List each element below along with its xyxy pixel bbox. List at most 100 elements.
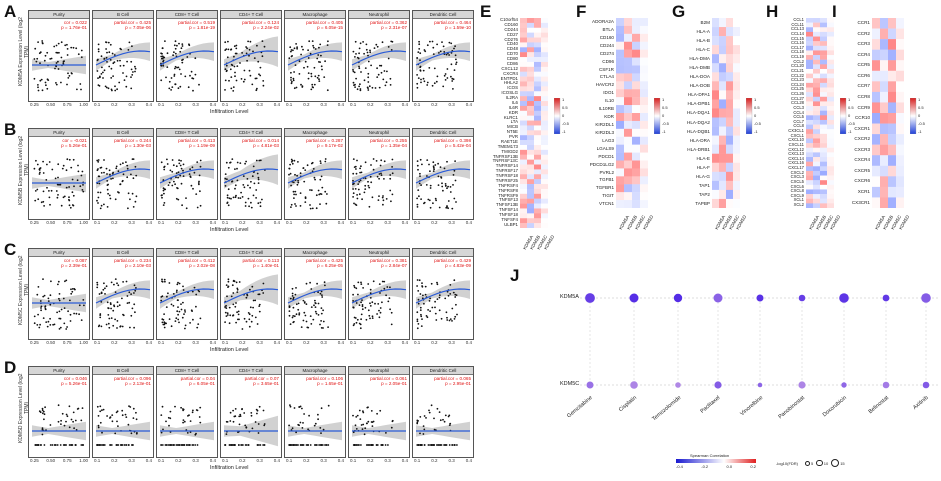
- heatmap-cell: [806, 22, 813, 28]
- data-point: [96, 70, 99, 72]
- data-point: [372, 280, 375, 283]
- data-point: [377, 199, 380, 201]
- heatmap-cell: [534, 76, 541, 82]
- data-point: [116, 320, 119, 322]
- heatmap-cell: [719, 162, 726, 173]
- data-point: [182, 419, 185, 421]
- data-point: [44, 54, 47, 57]
- data-point: [40, 305, 43, 308]
- data-point: [298, 406, 300, 408]
- data-point: [444, 444, 447, 446]
- heatmap-cell: [813, 41, 820, 46]
- heatmap-cell: [527, 105, 534, 111]
- data-point: [41, 409, 44, 412]
- data-point: [453, 318, 456, 320]
- data-point: [375, 160, 378, 162]
- heatmap-cell: [632, 97, 640, 106]
- data-point: [446, 68, 449, 70]
- data-point: [119, 444, 122, 446]
- panel-title: Purity: [29, 11, 89, 19]
- heatmap-cell: [827, 203, 834, 209]
- data-point: [291, 295, 294, 297]
- heatmap-cell: [632, 113, 640, 122]
- data-point: [111, 172, 114, 175]
- data-point: [313, 66, 316, 69]
- data-point: [262, 84, 265, 87]
- scatter-plot: [95, 158, 151, 210]
- data-point: [224, 79, 227, 82]
- data-point: [391, 158, 394, 161]
- data-point: [167, 184, 170, 186]
- data-point: [375, 43, 378, 46]
- gene-label: HLA-C: [696, 47, 710, 53]
- data-point: [173, 75, 176, 77]
- data-point: [431, 84, 434, 87]
- data-point: [40, 307, 42, 309]
- data-point: [257, 202, 260, 205]
- data-point: [314, 48, 317, 50]
- data-point: [256, 444, 259, 446]
- data-point: [129, 326, 131, 329]
- gene-label: CCL25: [791, 86, 804, 92]
- data-point: [309, 281, 311, 284]
- data-point: [36, 324, 39, 326]
- heatmap-cell: [712, 90, 719, 100]
- data-point: [360, 165, 362, 168]
- data-point: [319, 160, 322, 162]
- heatmap-cell: [624, 136, 632, 145]
- data-point: [391, 193, 394, 196]
- data-point: [429, 206, 432, 209]
- heatmap-cell: [820, 133, 827, 139]
- data-point: [175, 291, 178, 293]
- data-point: [244, 444, 247, 446]
- data-point: [301, 427, 304, 429]
- heatmap-cell: [640, 49, 648, 58]
- heatmap-cells: [872, 18, 904, 209]
- data-point: [319, 292, 322, 295]
- data-point: [378, 309, 380, 312]
- heatmap-cell: [827, 124, 834, 130]
- scatter-panel-cd8-t-cell: CD8+ T Cell partial.cor = 0.413 p = 1.19e-…: [156, 128, 218, 220]
- data-point: [428, 411, 431, 414]
- gene-label: CCR2: [857, 30, 870, 36]
- data-point: [163, 202, 166, 204]
- heatmap-cell: [520, 203, 527, 209]
- data-point: [256, 44, 258, 47]
- heatmap-cell: [806, 170, 813, 176]
- heatmap-cell: [527, 179, 534, 185]
- heatmap-cell: [719, 36, 726, 46]
- heatmap-cell: [872, 134, 880, 145]
- data-point: [53, 323, 56, 326]
- heatmap-cell: [534, 174, 541, 180]
- data-point: [226, 295, 228, 298]
- data-point: [55, 62, 58, 64]
- heatmap-cell: [827, 73, 834, 79]
- data-point: [358, 85, 360, 88]
- heatmap-cell: [534, 218, 541, 224]
- heatmap-cell: [534, 120, 541, 126]
- heatmap-cell: [534, 52, 541, 58]
- data-point: [106, 61, 108, 63]
- data-point: [382, 195, 384, 197]
- panel-label-h: H: [766, 2, 779, 21]
- data-point: [371, 196, 374, 199]
- data-point: [292, 444, 295, 446]
- data-point: [124, 413, 127, 416]
- heatmap-cell: [726, 36, 733, 46]
- heatmap-cell: [541, 110, 548, 116]
- gene-label: CXCL3: [790, 174, 804, 180]
- data-point: [420, 81, 422, 84]
- data-point: [125, 280, 128, 283]
- data-point: [356, 197, 359, 200]
- data-point: [98, 182, 101, 185]
- data-point: [291, 55, 293, 57]
- panel-title: CD4+ T Cell: [221, 367, 281, 375]
- data-point: [320, 175, 323, 178]
- panel-title: B Cell: [93, 129, 153, 137]
- heatmap-cell: [813, 45, 820, 51]
- data-point: [310, 189, 313, 192]
- data-point: [441, 182, 443, 185]
- heatmap-cell: [813, 133, 820, 139]
- data-point: [42, 410, 45, 413]
- gene-label: LAG3: [602, 137, 614, 143]
